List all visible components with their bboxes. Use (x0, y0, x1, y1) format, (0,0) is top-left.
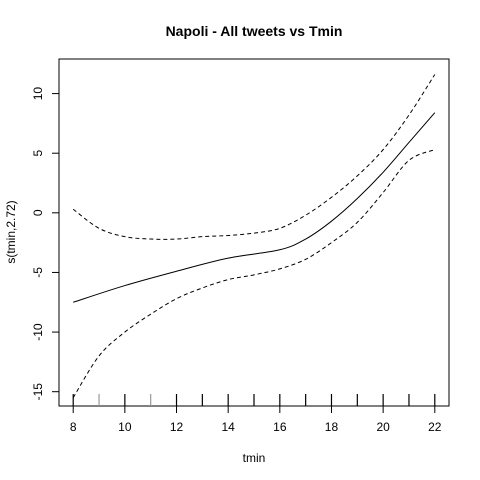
y-axis-label: s(tmin,2.72) (4, 200, 18, 263)
y-tick-label: -15 (31, 383, 45, 401)
lower-confidence-band (72, 149, 435, 398)
smooth-fit-line (73, 112, 436, 303)
x-tick-label: 8 (70, 420, 77, 434)
plot-area: 8 10 12 14 16 18 20 22 -15 -10 -5 0 5 10 (31, 74, 442, 434)
y-tick-label: 10 (31, 87, 45, 101)
x-tick-label: 10 (118, 420, 132, 434)
chart-title: Napoli - All tweets vs Tmin (166, 23, 343, 39)
y-tick-label: -5 (31, 267, 45, 278)
x-axis-label: tmin (243, 451, 266, 465)
x-tick-label: 12 (170, 420, 184, 434)
x-tick-label: 16 (273, 420, 287, 434)
y-tick-label: 0 (31, 209, 45, 216)
x-tick-label: 18 (325, 420, 339, 434)
y-tick-label: 5 (31, 150, 45, 157)
x-tick-label: 22 (428, 420, 442, 434)
plot-frame (58, 58, 450, 407)
upper-confidence-band (72, 74, 436, 240)
y-tick-label: -10 (31, 323, 45, 341)
x-tick-label: 14 (221, 420, 235, 434)
x-tick-label: 20 (376, 420, 390, 434)
